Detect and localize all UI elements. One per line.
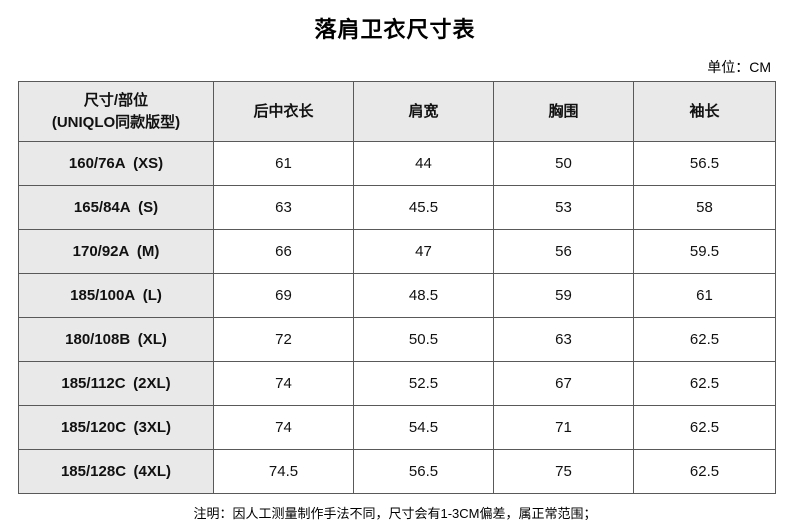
header-back-length: 后中衣长 [213, 81, 354, 142]
value-cell: 45.5 [353, 185, 494, 230]
header-size-part-line2: (UNIQLO同款版型) [51, 113, 181, 131]
table-row: 185/128C (4XL) 74.5 56.5 75 62.5 [18, 449, 776, 494]
size-cell: 170/92A (M) [18, 229, 214, 274]
table-row: 165/84A (S) 63 45.5 53 58 [18, 185, 776, 230]
size-cell: 185/128C (4XL) [18, 449, 214, 494]
value-cell: 74 [213, 405, 354, 450]
header-sleeve-length: 袖长 [633, 81, 776, 142]
value-cell: 52.5 [353, 361, 494, 406]
value-cell: 61 [633, 273, 776, 318]
value-cell: 74 [213, 361, 354, 406]
size-cell: 185/100A (L) [18, 273, 214, 318]
value-cell: 56 [493, 229, 634, 274]
value-cell: 58 [633, 185, 776, 230]
value-cell: 59.5 [633, 229, 776, 274]
value-cell: 59 [493, 273, 634, 318]
value-cell: 75 [493, 449, 634, 494]
value-cell: 63 [493, 317, 634, 362]
value-cell: 54.5 [353, 405, 494, 450]
value-cell: 48.5 [353, 273, 494, 318]
table-header-row: 尺寸/部位 (UNIQLO同款版型) 后中衣长 肩宽 胸围 袖长 [18, 81, 776, 142]
value-cell: 67 [493, 361, 634, 406]
value-cell: 62.5 [633, 449, 776, 494]
header-size-part-line1: 尺寸/部位 [83, 91, 149, 109]
value-cell: 62.5 [633, 405, 776, 450]
table-row: 170/92A (M) 66 47 56 59.5 [18, 229, 776, 274]
page-title: 落肩卫衣尺寸表 [314, 17, 476, 42]
table-row: 185/112C (2XL) 74 52.5 67 62.5 [18, 361, 776, 406]
header-size-part: 尺寸/部位 (UNIQLO同款版型) [18, 81, 214, 142]
table-row: 160/76A (XS) 61 44 50 56.5 [18, 141, 776, 186]
value-cell: 56.5 [633, 141, 776, 186]
value-cell: 50 [493, 141, 634, 186]
value-cell: 62.5 [633, 317, 776, 362]
header-chest: 胸围 [493, 81, 634, 142]
size-table: 尺寸/部位 (UNIQLO同款版型) 后中衣长 肩宽 胸围 袖长 160/76A… [18, 81, 776, 494]
unit-label: 单位：CM [707, 59, 771, 75]
size-cell: 160/76A (XS) [18, 141, 214, 186]
value-cell: 53 [493, 185, 634, 230]
value-cell: 47 [353, 229, 494, 274]
value-cell: 56.5 [353, 449, 494, 494]
value-cell: 61 [213, 141, 354, 186]
value-cell: 66 [213, 229, 354, 274]
value-cell: 62.5 [633, 361, 776, 406]
value-cell: 72 [213, 317, 354, 362]
size-cell: 185/120C (3XL) [18, 405, 214, 450]
value-cell: 69 [213, 273, 354, 318]
size-cell: 185/112C (2XL) [18, 361, 214, 406]
table-row: 180/108B (XL) 72 50.5 63 62.5 [18, 317, 776, 362]
footnote: 注明：因人工测量制作手法不同，尺寸会有1-3CM偏差，属正常范围； [193, 506, 597, 520]
table-row: 185/120C (3XL) 74 54.5 71 62.5 [18, 405, 776, 450]
size-cell: 180/108B (XL) [18, 317, 214, 362]
value-cell: 63 [213, 185, 354, 230]
size-cell: 165/84A (S) [18, 185, 214, 230]
value-cell: 71 [493, 405, 634, 450]
table-row: 185/100A (L) 69 48.5 59 61 [18, 273, 776, 318]
value-cell: 44 [353, 141, 494, 186]
header-shoulder-width: 肩宽 [353, 81, 494, 142]
value-cell: 74.5 [213, 449, 354, 494]
value-cell: 50.5 [353, 317, 494, 362]
